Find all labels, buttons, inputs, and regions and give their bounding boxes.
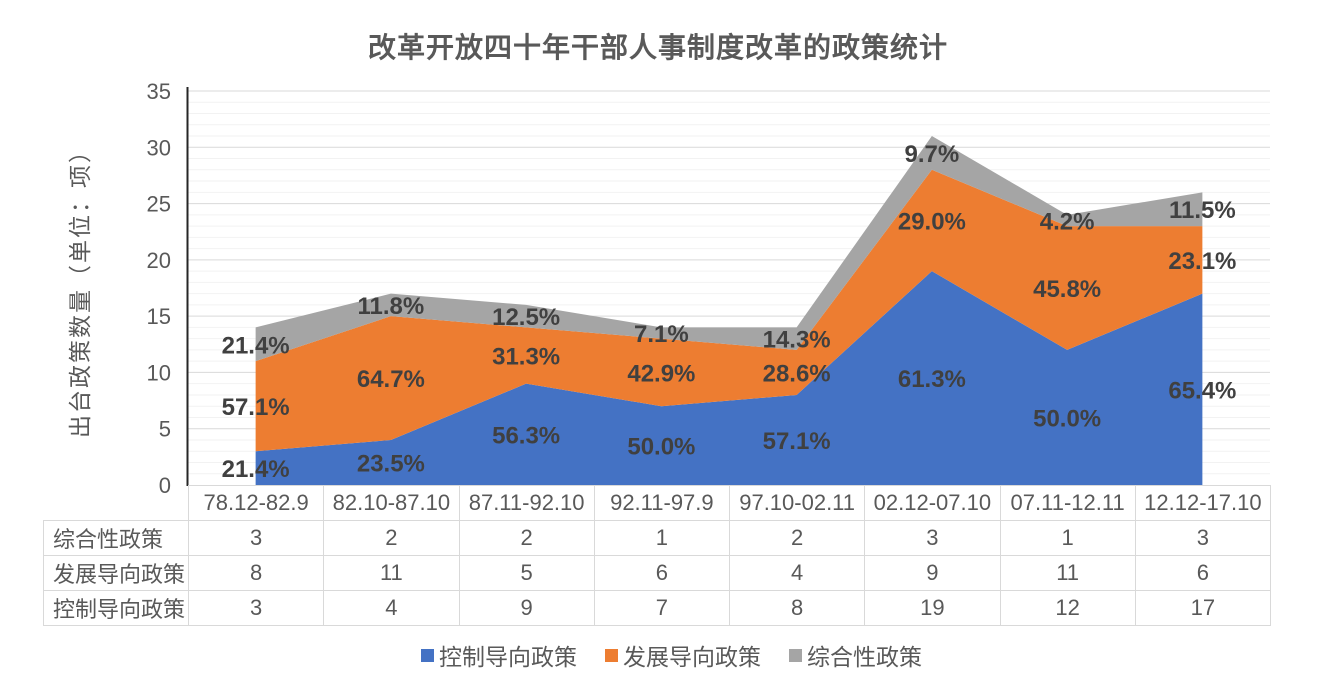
legend-item-2: 综合性政策 [789, 638, 922, 672]
y-tick-label: 5 [159, 417, 171, 442]
y-tick-label: 25 [147, 192, 171, 217]
chart-title: 改革开放四十年干部人事制度改革的政策统计 [367, 32, 948, 63]
legend-label: 综合性政策 [807, 644, 922, 670]
table-value-cell: 1 [999, 519, 1136, 556]
table-value-cell: 5 [458, 554, 595, 591]
percent-label: 12.5% [492, 304, 560, 331]
x-category-label: 78.12-82.9 [187, 485, 325, 521]
row-header-label: 发展导向政策 [43, 554, 189, 591]
percent-label: 61.3% [898, 366, 966, 393]
percent-label: 42.9% [627, 360, 695, 387]
table-corner-cell [44, 486, 189, 521]
y-tick-label: 10 [147, 360, 171, 385]
table-value-cell: 2 [323, 519, 460, 556]
chart-data-table: 78.12-82.9 82.10-87.10 87.11-92.10 92.11-97… [43, 485, 1272, 626]
area-series-0 [255, 271, 1203, 485]
table-value-cell: 3 [1134, 519, 1272, 556]
percent-label: 7.1% [634, 321, 689, 348]
y-tick-label: 35 [147, 79, 171, 104]
percent-label: 28.6% [763, 360, 831, 387]
legend-item-1: 发展导向政策 [605, 638, 761, 672]
legend-swatch-icon [605, 648, 618, 662]
percent-labels: 21.4% 23.5% 56.3% 50.0% 57.1% 61.3% 50.0% 65.4%… [222, 141, 1237, 483]
area-series-group [255, 136, 1203, 485]
y-tick-label: 15 [147, 304, 171, 329]
legend-label: 发展导向政策 [623, 644, 761, 670]
table-value-cell: 3 [187, 519, 325, 556]
table-value-cell: 17 [1134, 589, 1272, 626]
legend-swatch-icon [789, 648, 802, 662]
x-category-label: 07.11-12.11 [999, 485, 1136, 521]
table-value-cell: 7 [593, 589, 731, 626]
table-value-cell: 2 [728, 519, 866, 556]
table-value-cell: 2 [458, 519, 595, 556]
table-row: 综合性政策 3 2 2 1 2 3 1 3 [43, 519, 1272, 556]
y-tick-label: 20 [147, 248, 171, 273]
chart-legend: 控制导向政策 发展导向政策 综合性政策 [0, 638, 1343, 672]
percent-label: 65.4% [1168, 377, 1236, 404]
area-series-1 [255, 169, 1203, 452]
percent-label: 11.5% [1169, 197, 1236, 224]
table-value-cell: 6 [1134, 554, 1272, 591]
x-category-label: 82.10-87.10 [323, 485, 460, 521]
table-value-cell: 4 [728, 554, 866, 591]
percent-label: 14.3% [763, 327, 831, 354]
table-value-cell: 11 [323, 554, 460, 591]
legend-item-0: 控制导向政策 [421, 638, 577, 672]
category-header-row: 78.12-82.9 82.10-87.10 87.11-92.10 92.11-97… [44, 485, 1272, 521]
y-axis-title: 出台政策数量（单位：项） [67, 138, 93, 438]
percent-label: 21.4% [222, 456, 290, 483]
table-value-cell: 8 [187, 554, 325, 591]
legend-label: 控制导向政策 [439, 644, 577, 670]
table-value-cell: 4 [323, 589, 460, 626]
percent-label: 50.0% [1033, 405, 1101, 432]
table-value-cell: 12 [999, 589, 1136, 626]
percent-label: 11.8% [358, 293, 425, 320]
table-value-cell: 11 [999, 554, 1136, 591]
x-category-label: 02.12-07.10 [864, 485, 1001, 521]
percent-label: 45.8% [1033, 276, 1101, 303]
percent-label: 21.4% [222, 332, 290, 359]
table-value-cell: 8 [728, 589, 866, 626]
percent-label: 64.7% [357, 366, 425, 393]
table-row: 控制导向政策 3 4 9 7 8 19 12 17 [43, 589, 1272, 626]
percent-label: 31.3% [492, 344, 560, 371]
percent-label: 9.7% [905, 141, 960, 168]
legend-swatch-icon [421, 648, 434, 662]
table-row: 发展导向政策 8 11 5 6 4 9 11 6 [43, 554, 1272, 591]
x-category-label: 12.12-17.10 [1134, 485, 1272, 521]
percent-label: 29.0% [898, 208, 966, 235]
gridlines [188, 90, 1270, 475]
table-value-cell: 1 [593, 519, 731, 556]
table-value-cell: 6 [593, 554, 731, 591]
row-header-label: 综合性政策 [43, 519, 189, 556]
percent-label: 56.3% [492, 422, 560, 449]
percent-label: 57.1% [222, 394, 290, 421]
table-value-cell: 9 [458, 589, 595, 626]
percent-label: 23.1% [1168, 248, 1236, 275]
x-category-label: 92.11-97.9 [593, 485, 731, 521]
x-category-label: 87.11-92.10 [458, 485, 595, 521]
table-value-cell: 19 [864, 589, 1001, 626]
table-value-cell: 9 [864, 554, 1001, 591]
percent-label: 50.0% [627, 434, 695, 461]
percent-label: 23.5% [357, 450, 425, 477]
table-value-cell: 3 [864, 519, 1001, 556]
x-category-label: 97.10-02.11 [728, 485, 866, 521]
row-header-label: 控制导向政策 [43, 589, 189, 626]
table-value-cell: 3 [187, 589, 325, 626]
area-series-2 [255, 136, 1203, 362]
percent-label: 4.2% [1040, 208, 1095, 235]
percent-label: 57.1% [763, 428, 831, 455]
y-tick-label: 30 [147, 135, 171, 160]
